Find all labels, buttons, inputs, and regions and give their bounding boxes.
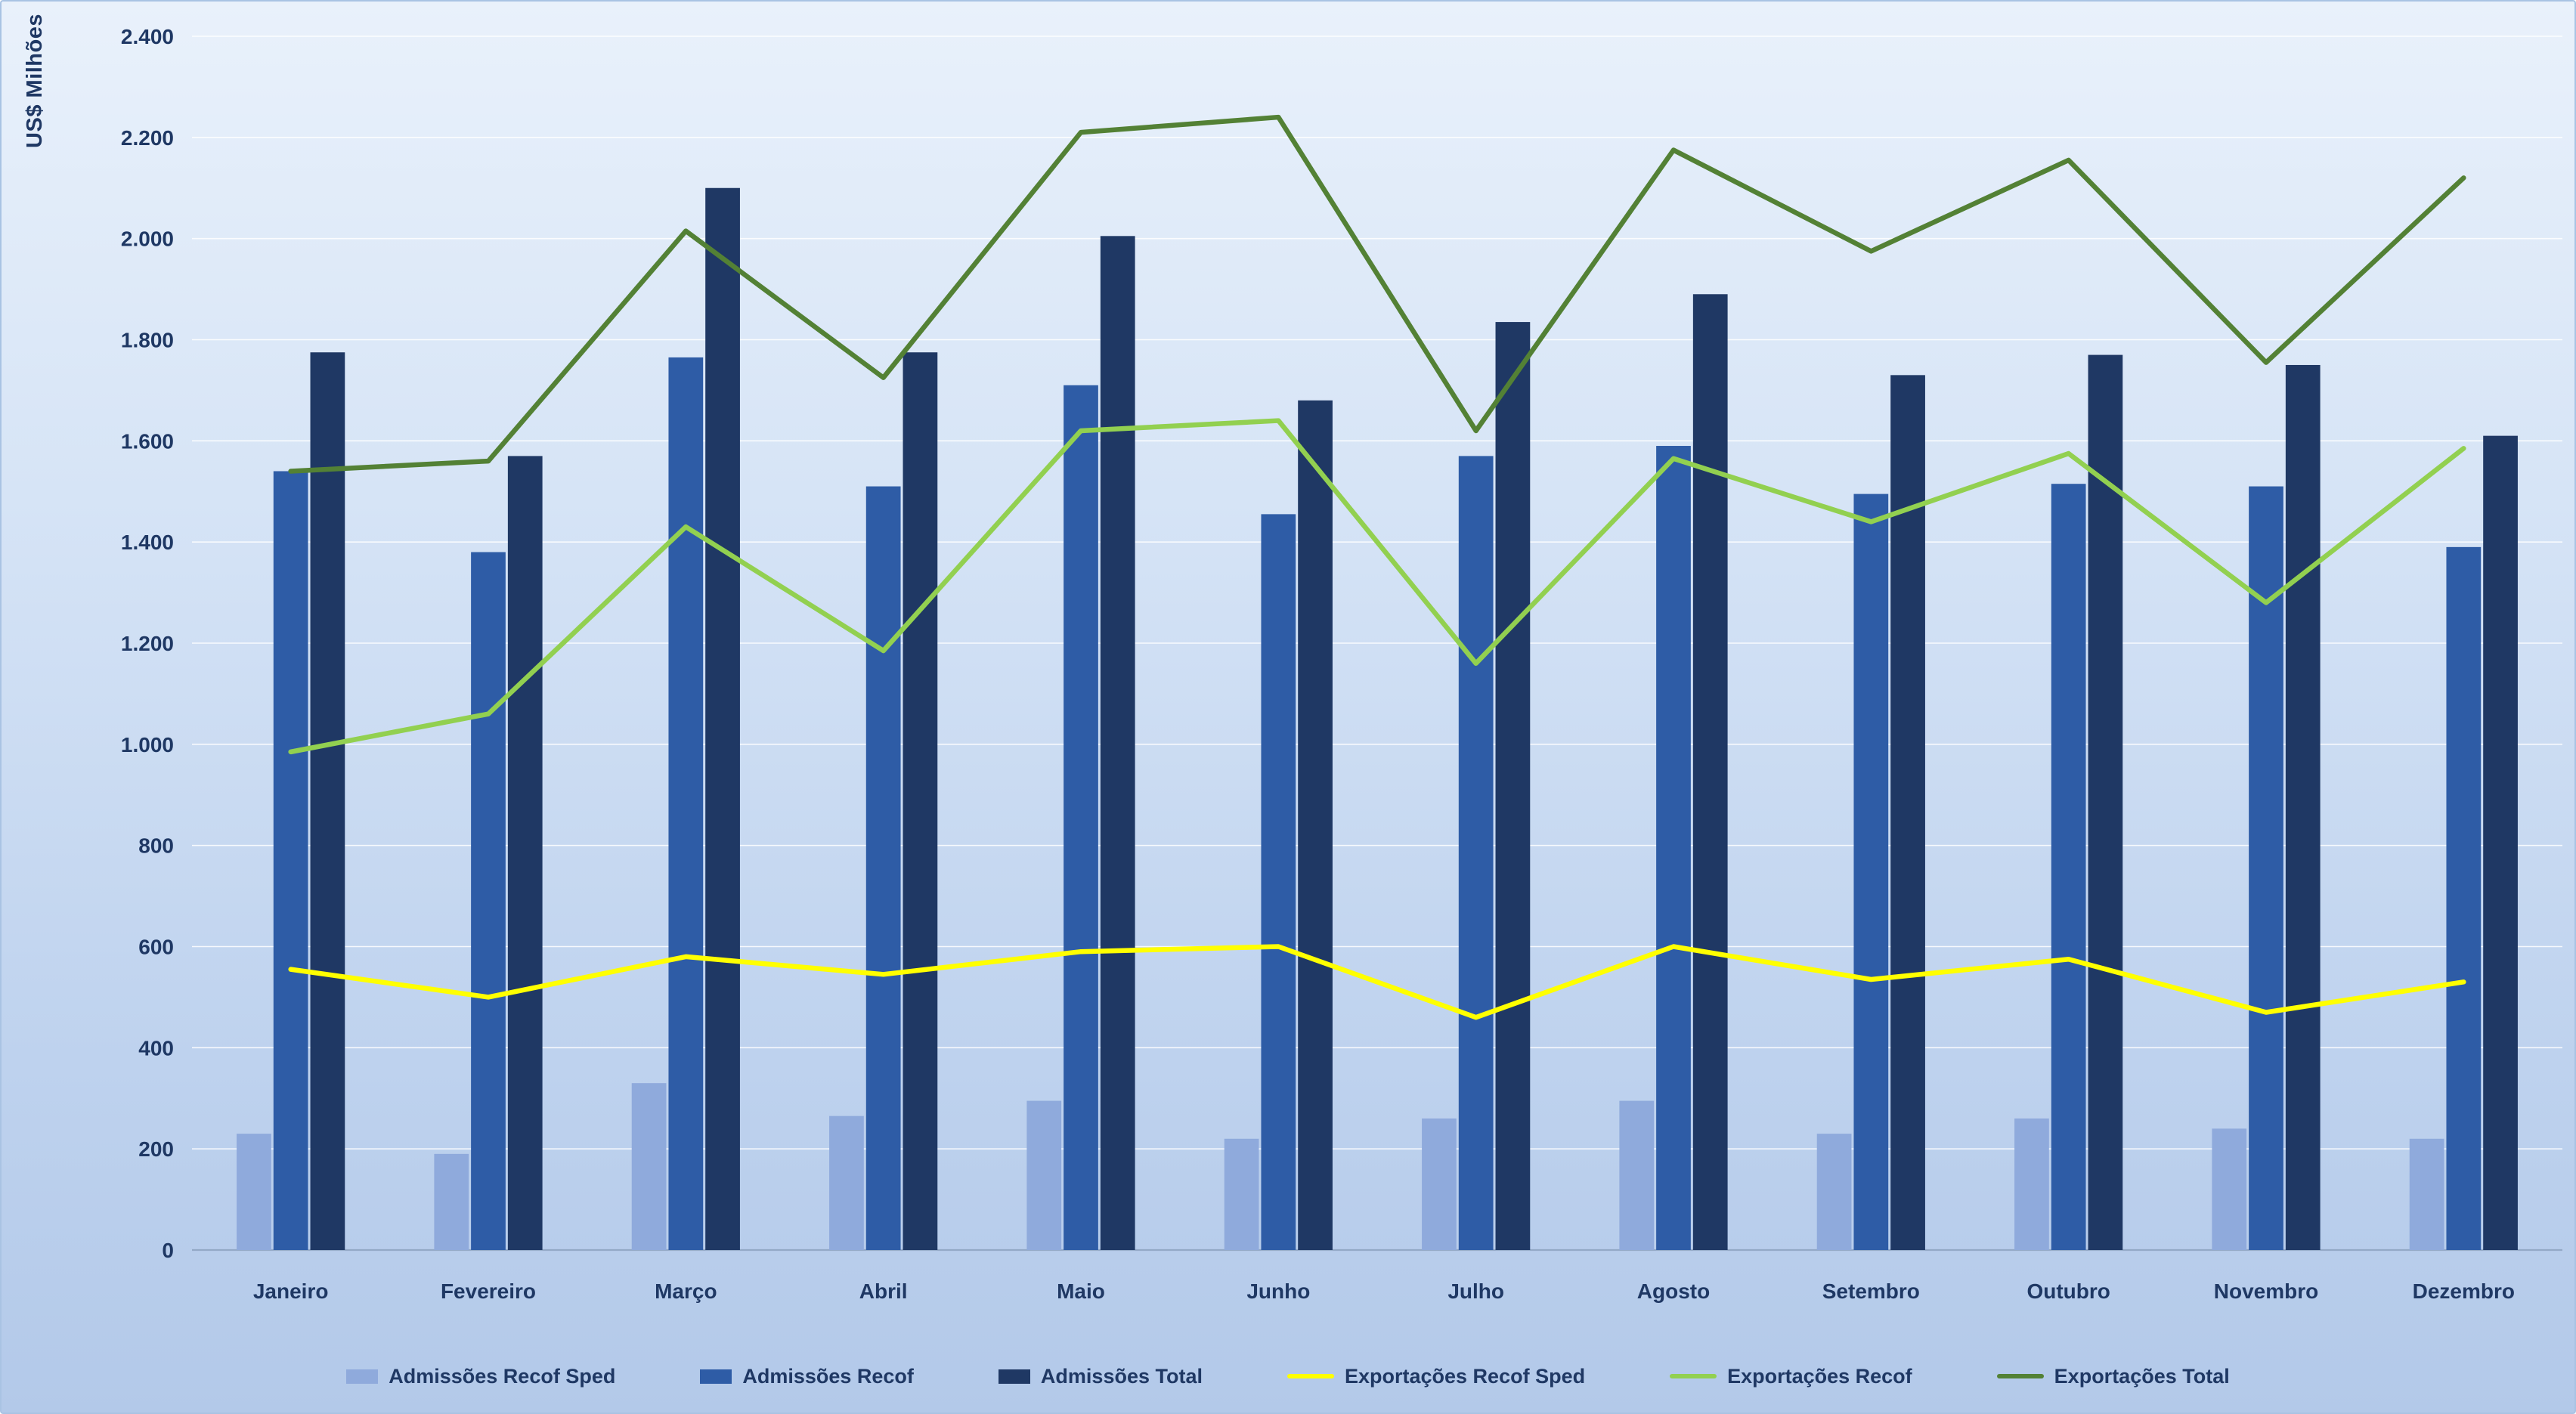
bar-admissoes-recof — [1458, 456, 1494, 1250]
legend-item-exportacoes-total: Exportações Total — [1996, 1364, 2230, 1388]
bar-admissoes-recof — [2051, 484, 2086, 1250]
x-axis-label: Outubro — [2026, 1279, 2110, 1303]
bar-admissoes-total — [1692, 294, 1728, 1250]
legend-item-exportacoes-recof: Exportações Recof — [1670, 1365, 1912, 1388]
bar-admissoes-recof — [1064, 385, 1098, 1251]
bar-admissoes-recof-sped — [237, 1134, 271, 1250]
bar-admissoes-recof — [1261, 514, 1296, 1250]
line-exportacoes-recof-sped — [288, 944, 2466, 1020]
y-tick-label: 1.400 — [121, 531, 174, 554]
plot-area: 0 200 400 600 800 1.000 1.200 1.400 1.600 1.800 2.… — [121, 25, 2562, 1303]
x-axis-label: Janeiro — [253, 1279, 329, 1303]
bar-admissoes-recof — [1853, 494, 1889, 1250]
x-axis-label: Setembro — [1822, 1279, 1920, 1303]
legend-swatch-line-icon — [1670, 1374, 1717, 1378]
y-tick-label: 600 — [138, 936, 174, 959]
legend-item-admissoes-recof: Admissões Recof — [700, 1365, 914, 1388]
bar-admissoes-recof-sped — [2014, 1119, 2049, 1250]
legend-item-admissoes-recof-sped: Admissões Recof Sped — [346, 1365, 615, 1388]
y-tick-label: 800 — [138, 834, 174, 858]
bar-admissoes-recof — [471, 552, 506, 1250]
bar-admissoes-total — [1495, 322, 1531, 1251]
legend-label: Admissões Recof Sped — [389, 1364, 616, 1388]
legend-swatch-line-icon — [1996, 1374, 2044, 1378]
legend-label: Admissões Recof — [742, 1364, 914, 1388]
bar-admissoes-recof-sped — [1619, 1100, 1655, 1250]
legend-label: Exportações Recof — [1727, 1364, 1912, 1388]
bar-admissoes-total — [507, 456, 543, 1250]
y-tick-label: 1.000 — [121, 733, 174, 757]
bar-admissoes-recof-sped — [434, 1153, 469, 1250]
bar-admissoes-total — [1298, 400, 1333, 1250]
bar-admissoes-recof-sped — [1224, 1138, 1259, 1250]
x-axis-label: Maio — [1057, 1279, 1105, 1303]
legend-swatch-line-icon — [1286, 1374, 1334, 1378]
legend-swatch-bar-icon — [346, 1369, 379, 1384]
bar-admissoes-recof — [668, 357, 704, 1250]
line-exportacoes-recof — [288, 418, 2466, 755]
legend-label: Admissões Total — [1040, 1364, 1203, 1388]
x-axis-label: Julho — [1447, 1279, 1504, 1303]
x-axis-label: Fevereiro — [441, 1279, 536, 1303]
bar-admissoes-recof — [2249, 486, 2283, 1250]
legend-swatch-bar-icon — [700, 1369, 732, 1384]
y-tick-label: 200 — [138, 1137, 174, 1161]
x-axis-label: Abril — [859, 1279, 908, 1303]
y-tick-label: 1.800 — [121, 329, 174, 352]
y-tick-label: 2.000 — [121, 227, 174, 251]
x-axis-label: Agosto — [1637, 1279, 1710, 1303]
bar-admissoes-total — [2285, 364, 2321, 1250]
legend-swatch-bar-icon — [998, 1369, 1030, 1384]
bar-admissoes-recof-sped — [1422, 1119, 1457, 1250]
bar-admissoes-total — [2088, 354, 2123, 1251]
bar-admissoes-recof — [273, 471, 308, 1250]
bar-admissoes-total — [1100, 236, 1135, 1251]
x-axis-label: Março — [655, 1279, 717, 1303]
y-tick-label: 2.400 — [121, 25, 174, 48]
bar-admissoes-total — [2483, 435, 2518, 1251]
legend: Admissões Recof Sped Admissões Recof Admis… — [2, 1356, 2574, 1397]
bar-admissoes-recof — [2446, 546, 2482, 1250]
legend-label: Exportações Recof Sped — [1344, 1364, 1586, 1388]
y-tick-label: 2.200 — [121, 126, 174, 150]
y-tick-label: 0 — [162, 1239, 174, 1262]
bar-admissoes-total — [705, 187, 740, 1250]
bar-admissoes-recof — [865, 486, 901, 1250]
bar-admissoes-recof-sped — [2212, 1128, 2247, 1250]
x-axis-label: Novembro — [2214, 1279, 2318, 1303]
x-axis-label: Dezembro — [2413, 1279, 2515, 1303]
y-tick-label: 1.600 — [121, 429, 174, 453]
y-tick-label: 1.200 — [121, 632, 174, 655]
x-axis-label: Junho — [1246, 1279, 1310, 1303]
bar-admissoes-recof-sped — [2409, 1138, 2444, 1250]
legend-item-admissoes-total: Admissões Total — [998, 1364, 1203, 1388]
bar-admissoes-total — [1890, 375, 1925, 1250]
bar-admissoes-total — [310, 352, 345, 1251]
bar-admissoes-total — [903, 352, 938, 1251]
bar-admissoes-recof-sped — [829, 1115, 864, 1250]
bar-admissoes-recof-sped — [631, 1083, 667, 1250]
bar-admissoes-recof — [1656, 446, 1691, 1250]
y-axis-title: US$ Milhões — [23, 14, 47, 148]
line-exportacoes-total — [288, 114, 2466, 474]
y-tick-label: 400 — [138, 1036, 174, 1060]
bar-admissoes-recof-sped — [1816, 1134, 1852, 1250]
legend-item-exportacoes-recof-sped: Exportações Recof Sped — [1286, 1364, 1586, 1388]
legend-label: Exportações Total — [2054, 1364, 2230, 1388]
bar-admissoes-recof-sped — [1026, 1100, 1062, 1250]
